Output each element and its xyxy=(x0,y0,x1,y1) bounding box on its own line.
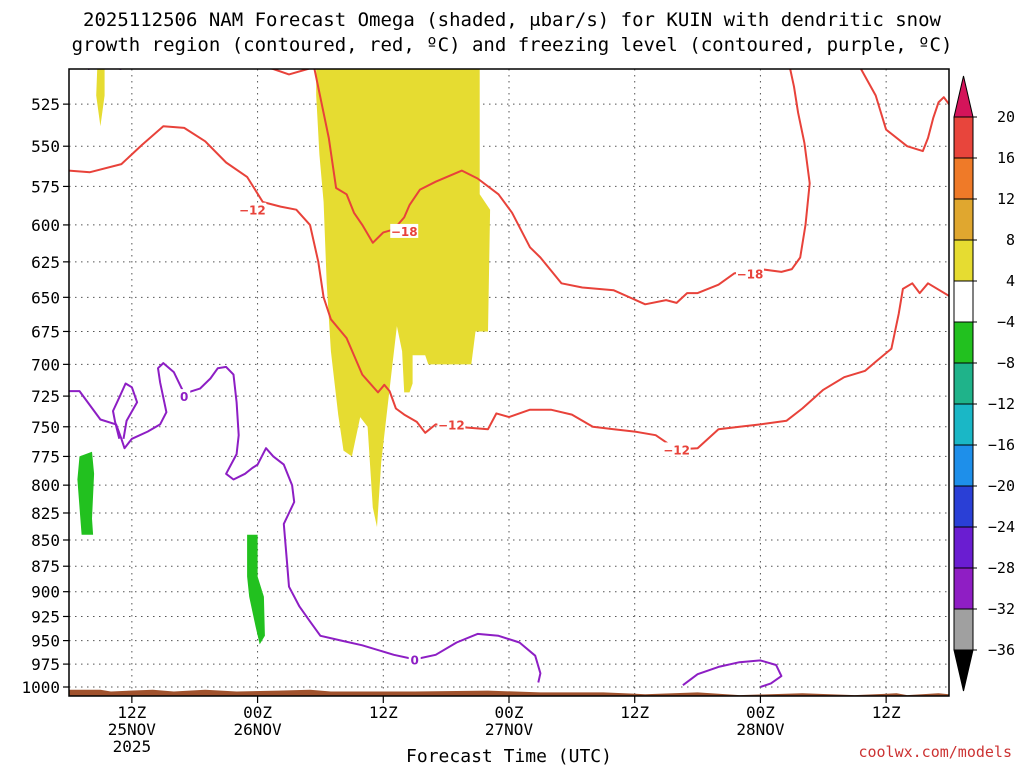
y-tick-label: 575 xyxy=(31,177,60,196)
y-tick-label: 775 xyxy=(31,447,60,466)
contour-label: −12 xyxy=(438,418,465,432)
x-tick-label: 25NOV xyxy=(108,720,157,739)
x-axis-label: Forecast Time (UTC) xyxy=(406,746,612,767)
y-tick-label: 975 xyxy=(31,655,60,674)
y-tick-label: 725 xyxy=(31,387,60,406)
x-tick-label: 12Z xyxy=(369,703,398,722)
colorbar-tick-label: −24 xyxy=(988,518,1015,536)
colorbar-segment xyxy=(953,485,974,528)
contour-label: −18 xyxy=(391,225,418,239)
y-tick-label: 875 xyxy=(31,557,60,576)
colorbar-tick-label: 20 xyxy=(997,108,1015,126)
contour-label-bg xyxy=(178,389,191,404)
colorbar-segment xyxy=(953,157,974,200)
contour-line xyxy=(69,125,949,451)
x-tick-label: 00Z xyxy=(243,703,272,722)
omega-shaded-region xyxy=(77,451,95,535)
surface-terrain xyxy=(69,689,949,696)
colorbar-tick-label: 12 xyxy=(997,190,1015,208)
colorbar-segment xyxy=(953,280,974,323)
contour-label: −12 xyxy=(663,443,690,457)
contour-line xyxy=(268,69,811,306)
contour-label: −12 xyxy=(239,204,266,218)
y-axis-ticks: 525 550 575 600 625 650 675 700 725 750 775 800 825 8… xyxy=(21,95,69,697)
omega-shaded-region xyxy=(96,69,105,127)
contour-line xyxy=(682,659,783,688)
omega-shaded-region xyxy=(316,69,491,528)
y-tick-label: 750 xyxy=(31,418,60,437)
contour-label-bg xyxy=(238,202,267,217)
y-tick-label: 600 xyxy=(31,216,60,235)
contour-line xyxy=(112,382,139,440)
y-tick-label: 950 xyxy=(31,632,60,651)
colorbar-segment xyxy=(953,362,974,405)
omega-shaded-region xyxy=(247,534,265,645)
contour-label-bg xyxy=(437,417,466,432)
x-tick-label: 26NOV xyxy=(233,720,282,739)
colorbar-segment xyxy=(953,116,974,159)
colorbar-segment xyxy=(953,198,974,241)
y-tick-label: 925 xyxy=(31,607,60,626)
colorbar-segment xyxy=(953,526,974,569)
x-tick-label: 27NOV xyxy=(485,720,534,739)
colorbar-segment xyxy=(953,567,974,610)
colorbar-bottom-triangle xyxy=(953,649,974,692)
omega-shading xyxy=(77,69,491,645)
colorbar-segment xyxy=(953,321,974,364)
colorbar-tick-label: −32 xyxy=(988,600,1015,618)
colorbar-segment xyxy=(953,239,974,282)
y-tick-label: 900 xyxy=(31,583,60,602)
contour-label: −18 xyxy=(737,267,764,281)
colorbar-tick-label: −4 xyxy=(997,313,1015,331)
contour-label: 0 xyxy=(180,390,188,404)
colorbar-tick-label: 4 xyxy=(1006,272,1015,290)
y-tick-label: 800 xyxy=(31,476,60,495)
y-tick-label: 700 xyxy=(31,355,60,374)
x-tick-label: 28NOV xyxy=(736,720,785,739)
contour-label-bg xyxy=(735,266,764,281)
x-tick-label: 2025 xyxy=(113,737,152,756)
colorbar-segment xyxy=(953,608,974,651)
x-tick-label: 12Z xyxy=(620,703,649,722)
colorbar: 20 16 12 8 4 −4 −8 −12 −16 −20 −24 −28 −32 −36 xyxy=(953,75,1015,692)
contour-line xyxy=(69,362,542,683)
chart-title-line1: 2025112506 NAM Forecast Omega (shaded, μ… xyxy=(83,9,941,31)
colorbar-tick-label: −36 xyxy=(988,641,1015,659)
contour-line xyxy=(859,69,949,153)
colorbar-tick-label: 8 xyxy=(1006,231,1015,249)
y-tick-label: 525 xyxy=(31,95,60,114)
colorbar-tick-label: −28 xyxy=(988,559,1015,577)
contour-label-bg xyxy=(662,442,691,457)
chart-title-line2: growth region (contoured, red, ºC) and f… xyxy=(72,34,953,56)
x-tick-label: 12Z xyxy=(872,703,901,722)
colorbar-segment xyxy=(953,403,974,446)
colorbar-tick-label: −12 xyxy=(988,395,1015,413)
contour-labels: −12 −12 −12 −18 −18 0 0 xyxy=(178,202,764,667)
colorbar-segment xyxy=(953,444,974,487)
x-tick-label: 00Z xyxy=(746,703,775,722)
colorbar-tick-label: −16 xyxy=(988,436,1015,454)
y-tick-label: 550 xyxy=(31,137,60,156)
contours xyxy=(69,69,949,688)
colorbar-tick-label: −8 xyxy=(997,354,1015,372)
y-tick-label: 650 xyxy=(31,288,60,307)
surface-terrain-area xyxy=(69,689,949,696)
credit-text: coolwx.com/models xyxy=(858,743,1012,761)
x-tick-label: 12Z xyxy=(117,703,146,722)
y-tick-label: 1000 xyxy=(21,678,60,697)
contour-label-bg xyxy=(390,223,419,238)
colorbar-tick-label: 16 xyxy=(997,149,1015,167)
contour-label: 0 xyxy=(411,653,419,667)
colorbar-top-triangle xyxy=(953,75,974,118)
y-tick-label: 625 xyxy=(31,253,60,272)
x-tick-label: 00Z xyxy=(495,703,524,722)
colorbar-tick-label: −20 xyxy=(988,477,1015,495)
y-tick-label: 675 xyxy=(31,322,60,341)
y-tick-label: 825 xyxy=(31,504,60,523)
y-tick-label: 850 xyxy=(31,531,60,550)
contour-label-bg xyxy=(408,652,421,667)
